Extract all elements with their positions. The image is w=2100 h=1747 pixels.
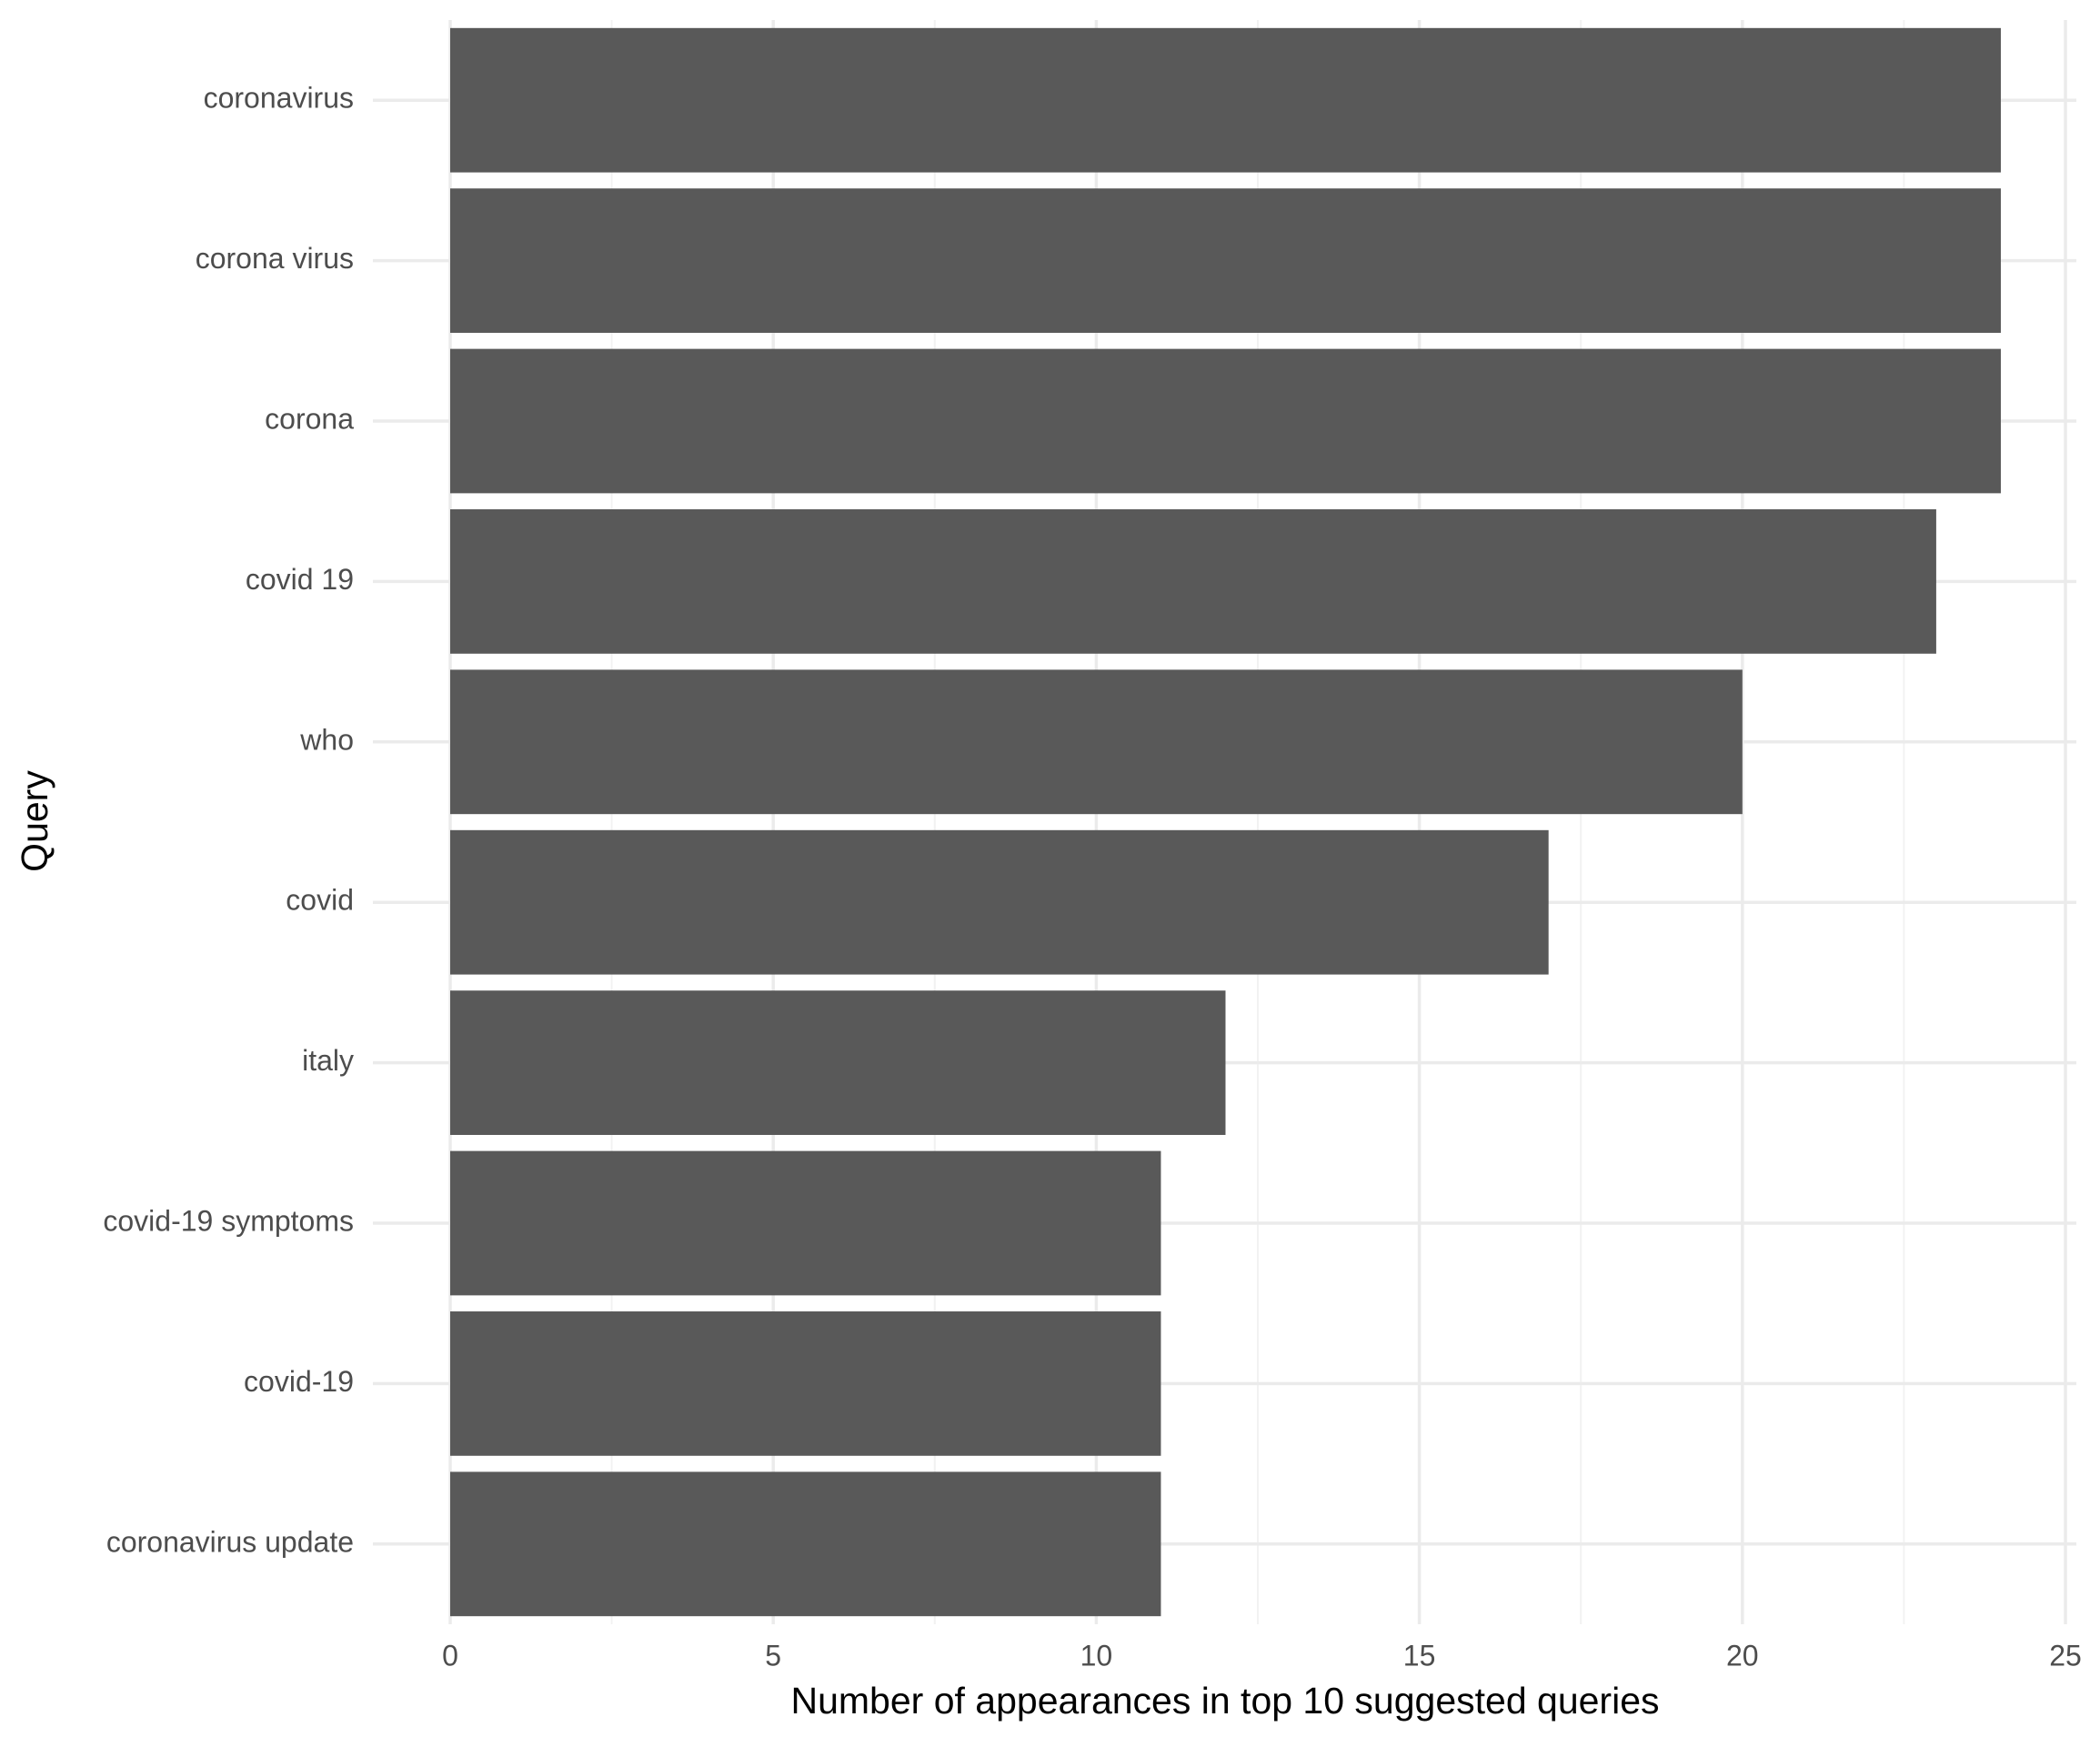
x-axis-title: Number of appearances in top 10 suggeste… [790,1680,1659,1722]
bar [450,1150,1161,1296]
y-tick-label: who [299,723,354,756]
y-tick-label: covid [286,884,354,917]
bar [450,1311,1161,1456]
x-tick-label: 5 [765,1639,781,1672]
y-tick-label: coronavirus update [106,1525,354,1558]
bar [450,669,1743,815]
bar [450,509,1936,654]
x-tick-label: 25 [2049,1639,2082,1672]
y-tick-label: coronavirus [204,82,354,115]
bar [450,27,2001,173]
bar [450,348,2001,494]
x-tick-label: 20 [1726,1639,1759,1672]
y-tick-label: italy [302,1044,354,1077]
y-tick-label: corona [265,402,354,435]
y-axis-title: Query [14,770,55,872]
bar [450,1471,1161,1617]
y-tick-label: covid-19 [244,1365,354,1398]
x-tick-label: 15 [1403,1639,1436,1672]
bar [450,990,1226,1135]
y-tick-label: covid-19 symptoms [103,1204,354,1237]
x-tick-label: 10 [1080,1639,1113,1672]
y-tick-label: corona virus [196,242,354,275]
bar [450,829,1549,975]
y-tick-label: covid 19 [246,563,354,596]
x-tick-label: 0 [442,1639,458,1672]
bar [450,188,2001,333]
